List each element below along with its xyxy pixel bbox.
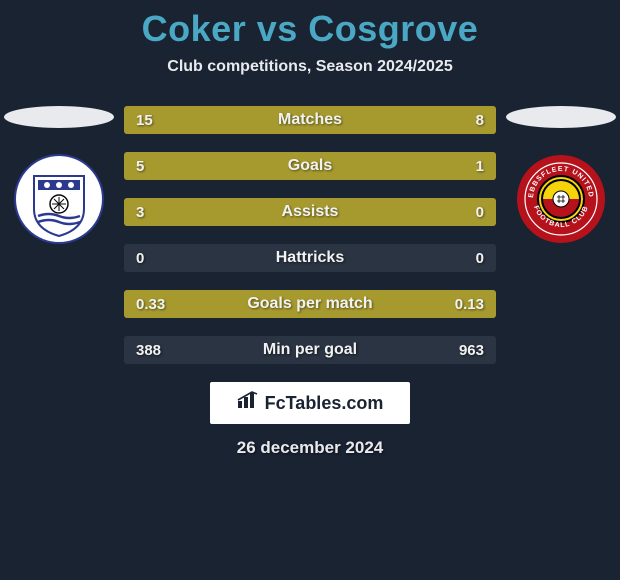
stat-row: Min per goal388 963	[124, 336, 496, 364]
stat-row: Goals5 1	[124, 152, 496, 180]
subtitle: Club competitions, Season 2024/2025	[0, 58, 620, 76]
stat-value-right: 0	[464, 198, 496, 226]
stat-value-left: 0.33	[124, 290, 177, 318]
footer-brand-text: FcTables.com	[265, 393, 384, 414]
stat-row: Matches15 8	[124, 106, 496, 134]
stat-label: Matches	[124, 106, 496, 134]
stat-label: Assists	[124, 198, 496, 226]
comparison-area: Matches158Goals51Assists30Hattricks00Goa…	[0, 106, 620, 364]
fctables-logo: FcTables.com	[210, 382, 410, 424]
stat-value-right: 1	[464, 152, 496, 180]
ebbsfleet-badge-icon: EBBSFLEET UNITED FOOTBALL CLUB	[516, 154, 606, 244]
stat-value-left: 0	[124, 244, 156, 272]
left-player-name-pill	[4, 106, 114, 128]
stat-value-right: 0.13	[443, 290, 496, 318]
left-club-badge	[14, 154, 104, 244]
stat-value-left: 3	[124, 198, 156, 226]
stat-row: Assists3 0	[124, 198, 496, 226]
stat-bars: Matches158Goals51Assists30Hattricks00Goa…	[124, 106, 496, 364]
right-player-name-pill	[506, 106, 616, 128]
stat-row: Goals per match0.33 0.13	[124, 290, 496, 318]
stat-value-left: 5	[124, 152, 156, 180]
southend-badge-icon	[14, 154, 104, 244]
left-player-column	[4, 106, 114, 244]
right-player-column: EBBSFLEET UNITED FOOTBALL CLUB	[506, 106, 616, 244]
stat-label: Goals	[124, 152, 496, 180]
stat-value-left: 15	[124, 106, 165, 134]
stat-label: Goals per match	[124, 290, 496, 318]
stat-value-right: 8	[464, 106, 496, 134]
stat-label: Hattricks	[124, 244, 496, 272]
stat-value-left: 388	[124, 336, 173, 364]
chart-icon	[237, 391, 259, 415]
stat-row: Hattricks0 0	[124, 244, 496, 272]
date-text: 26 december 2024	[0, 438, 620, 458]
right-club-badge: EBBSFLEET UNITED FOOTBALL CLUB	[516, 154, 606, 244]
stat-value-right: 963	[447, 336, 496, 364]
stat-value-right: 0	[464, 244, 496, 272]
page-title: Coker vs Cosgrove	[0, 8, 620, 50]
stat-label: Min per goal	[124, 336, 496, 364]
